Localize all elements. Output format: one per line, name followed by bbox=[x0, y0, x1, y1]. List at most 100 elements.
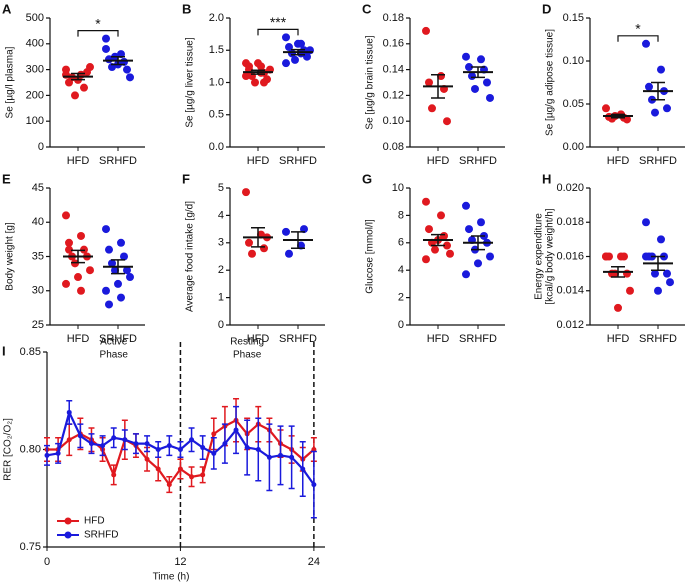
y-tick-label: 0.018 bbox=[556, 216, 584, 228]
y-tick-label: 300 bbox=[26, 64, 44, 76]
x-tick-label: HFD bbox=[607, 333, 630, 345]
data-point bbox=[126, 73, 134, 82]
data-point bbox=[80, 83, 88, 92]
data-point bbox=[211, 450, 217, 456]
data-point bbox=[446, 249, 454, 258]
data-point bbox=[651, 269, 659, 278]
data-point bbox=[254, 59, 262, 68]
y-tick-label: 0 bbox=[218, 319, 224, 331]
data-point bbox=[177, 466, 183, 472]
data-point bbox=[443, 241, 451, 250]
data-point bbox=[645, 82, 653, 91]
data-point bbox=[431, 245, 439, 254]
data-point bbox=[111, 266, 119, 275]
data-point bbox=[155, 447, 161, 452]
y-axis-label: Se [µg/g adipose tissue] bbox=[545, 29, 556, 136]
y-axis-label: Energy expenditure bbox=[534, 213, 545, 300]
data-point bbox=[242, 72, 250, 81]
x-axis-label: Time (h) bbox=[153, 572, 190, 583]
data-point bbox=[251, 78, 259, 87]
significance-bracket bbox=[617, 35, 659, 42]
data-point bbox=[443, 117, 451, 126]
data-point bbox=[282, 59, 290, 68]
data-point bbox=[55, 450, 61, 456]
data-point bbox=[102, 44, 110, 53]
data-point bbox=[654, 286, 662, 295]
data-point bbox=[189, 437, 195, 443]
data-point bbox=[428, 104, 436, 113]
sem-bar bbox=[251, 69, 265, 75]
data-point bbox=[486, 252, 494, 261]
legend-label: HFD bbox=[84, 516, 105, 527]
y-tick-label: 0.15 bbox=[563, 12, 584, 24]
y-tick-label: 45 bbox=[32, 182, 44, 194]
data-point bbox=[626, 286, 634, 295]
panel-label: F bbox=[182, 171, 190, 186]
data-point bbox=[62, 211, 70, 220]
y-tick-label: 1.5 bbox=[209, 44, 224, 56]
y-axis-label: Se [µg/g brain tissue] bbox=[365, 35, 376, 129]
data-point bbox=[657, 235, 665, 244]
y-tick-label: 0.10 bbox=[563, 55, 584, 67]
panel-label: A bbox=[2, 1, 12, 16]
panel-label: G bbox=[362, 171, 372, 186]
phase-label: Active bbox=[100, 337, 128, 348]
data-point bbox=[120, 252, 128, 261]
data-point bbox=[260, 244, 268, 253]
data-point bbox=[155, 466, 161, 472]
x-tick-label: 12 bbox=[174, 556, 186, 568]
y-tick-label: 3 bbox=[218, 237, 224, 249]
data-point bbox=[425, 225, 433, 234]
data-point bbox=[66, 437, 72, 443]
y-tick-label: 0.020 bbox=[556, 182, 584, 194]
y-tick-label: 0.014 bbox=[556, 285, 584, 297]
y-tick-label: 0.12 bbox=[383, 89, 404, 101]
y-tick-label: 400 bbox=[26, 38, 44, 50]
sem-bar bbox=[111, 259, 125, 275]
data-point bbox=[102, 286, 110, 295]
y-axis-label: Average food intake [g/d] bbox=[185, 201, 196, 312]
y-tick-label: 5 bbox=[218, 182, 224, 194]
data-point bbox=[123, 266, 131, 275]
data-point bbox=[422, 197, 430, 206]
y-tick-label: 1 bbox=[218, 292, 224, 304]
data-point bbox=[291, 55, 299, 64]
data-point bbox=[285, 249, 293, 258]
x-tick-label: HFD bbox=[67, 155, 90, 167]
legend-label: SRHFD bbox=[84, 530, 118, 541]
data-point bbox=[242, 188, 250, 197]
panel-label: I bbox=[2, 343, 6, 358]
sem-bar bbox=[71, 249, 85, 264]
data-point bbox=[77, 433, 83, 439]
y-tick-label: 8 bbox=[398, 209, 404, 221]
x-tick-label: HFD bbox=[67, 333, 90, 345]
y-axis-label: Se [µg/l plasma] bbox=[5, 46, 16, 118]
data-point bbox=[62, 279, 70, 288]
legend-marker bbox=[64, 517, 72, 525]
significance-label: * bbox=[635, 21, 641, 37]
y-tick-label: 0 bbox=[398, 319, 404, 331]
sem-bar bbox=[471, 235, 485, 251]
data-point bbox=[465, 63, 473, 72]
data-point bbox=[462, 201, 470, 210]
data-point bbox=[483, 78, 491, 87]
data-point bbox=[117, 293, 125, 302]
x-tick-label: SRHFD bbox=[99, 155, 137, 167]
x-tick-label: SRHFD bbox=[459, 155, 497, 167]
significance-label: *** bbox=[270, 14, 287, 30]
sem-bar bbox=[251, 226, 265, 248]
y-tick-label: 200 bbox=[26, 89, 44, 101]
data-point bbox=[468, 72, 476, 81]
panel-label: D bbox=[542, 1, 551, 16]
y-tick-label: 0.18 bbox=[383, 12, 404, 24]
y-tick-label: 0.80 bbox=[20, 443, 41, 455]
y-tick-label: 0.16 bbox=[383, 38, 404, 50]
data-point bbox=[477, 218, 485, 227]
phase-label: Phase bbox=[100, 350, 129, 361]
data-point bbox=[244, 445, 250, 451]
data-point bbox=[86, 266, 94, 275]
phase-label: Resting bbox=[230, 337, 264, 348]
data-point bbox=[245, 62, 253, 71]
data-point bbox=[255, 447, 261, 452]
data-point bbox=[289, 454, 295, 460]
